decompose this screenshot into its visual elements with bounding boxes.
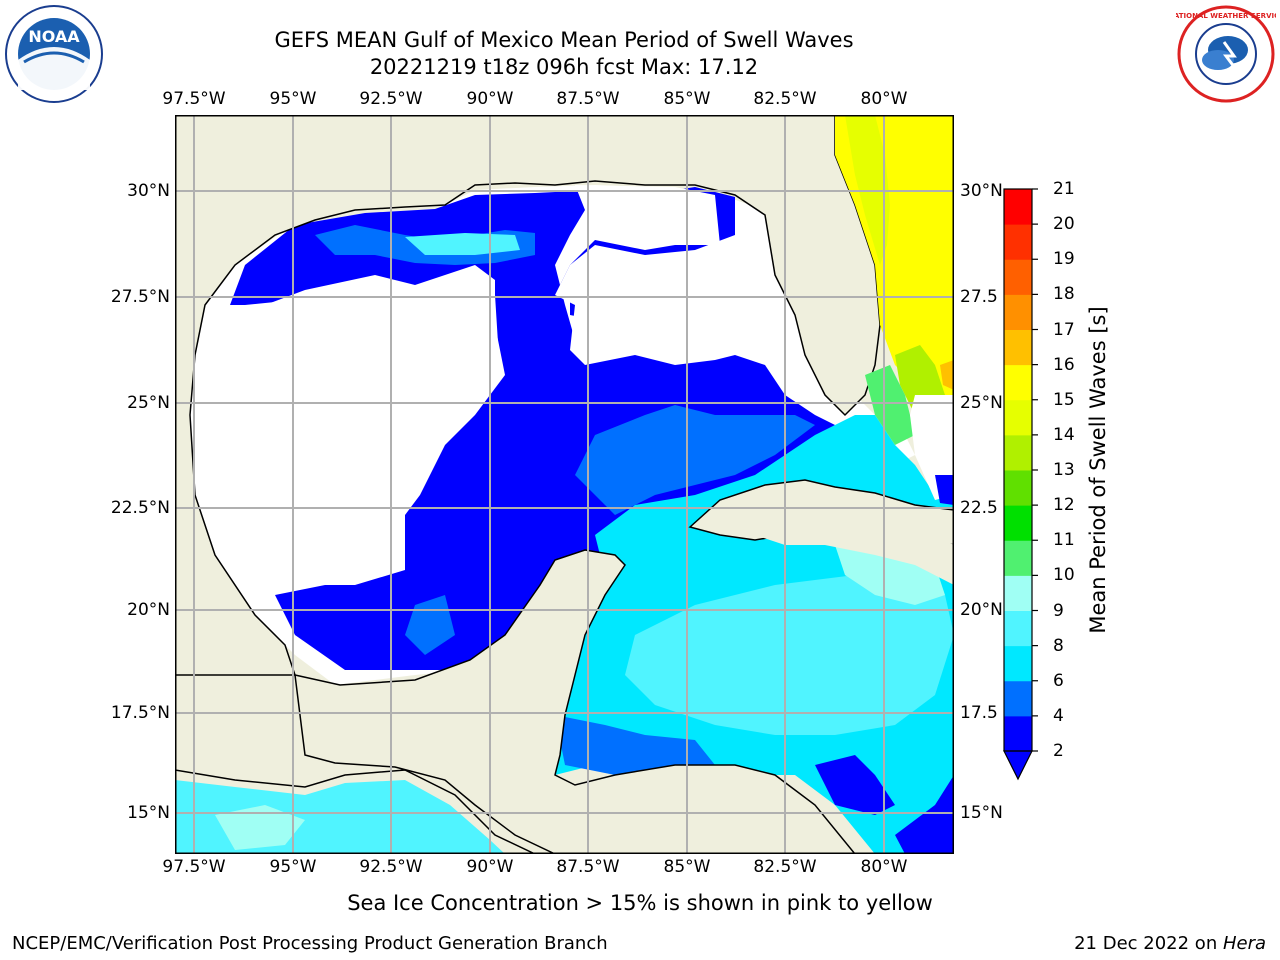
lat-label-left: 25°N bbox=[127, 393, 170, 413]
colorbar-tick-label: 13 bbox=[1053, 460, 1075, 480]
colorbar-tick-label: 6 bbox=[1053, 670, 1064, 691]
lat-label-left: 30°N bbox=[127, 181, 170, 201]
colorbar-bin bbox=[1004, 399, 1032, 436]
chart-title: GEFS MEAN Gulf of Mexico Mean Period of … bbox=[274, 28, 854, 52]
lon-label-top: 82.5°W bbox=[753, 89, 817, 109]
colorbar-bin bbox=[1004, 294, 1032, 330]
colorbar-tick-label: 9 bbox=[1053, 600, 1064, 621]
colorbar-bin bbox=[1004, 645, 1032, 682]
lat-label-right: 20°N bbox=[960, 600, 1003, 620]
lat-label-left: 22.5°N bbox=[110, 498, 170, 518]
colorbar-tick-label: 15 bbox=[1053, 389, 1075, 410]
lon-label-top: 80°W bbox=[860, 89, 908, 109]
colorbar-label: Mean Period of Swell Waves [s] bbox=[1086, 306, 1110, 634]
svg-text:NATIONAL WEATHER SERVICE: NATIONAL WEATHER SERVICE bbox=[1176, 12, 1276, 20]
lon-label-bottom: 82.5°W bbox=[753, 857, 817, 877]
lat-label-right: 25°N bbox=[960, 393, 1003, 413]
lat-label-right: 30°N bbox=[960, 181, 1003, 201]
colorbar-bin bbox=[1004, 680, 1032, 717]
sea-ice-note: Sea Ice Concentration > 15% is shown in … bbox=[347, 891, 933, 915]
colorbar-tick-label: 11 bbox=[1053, 530, 1075, 551]
colorbar-bin bbox=[1004, 329, 1032, 366]
colorbar-bin bbox=[1004, 364, 1032, 401]
colorbar-tick-label: 18 bbox=[1053, 284, 1075, 305]
footer-left: NCEP/EMC/Verification Post Processing Pr… bbox=[12, 933, 608, 954]
lon-label-top: 97.5°W bbox=[162, 89, 226, 109]
colorbar-bin bbox=[1004, 470, 1032, 506]
footer-right: 21 Dec 2022 on Hera bbox=[1074, 933, 1266, 954]
footer-host: Hera bbox=[1222, 933, 1266, 954]
chart-subtitle: 20221219 t18z 096h fcst Max: 17.12 bbox=[369, 55, 759, 79]
lon-label-top: 90°W bbox=[466, 89, 514, 109]
lon-label-bottom: 85°W bbox=[663, 857, 711, 877]
lon-label-top: 92.5°W bbox=[359, 89, 423, 109]
lon-label-bottom: 87.5°W bbox=[556, 857, 620, 877]
colorbar-extend-arrow bbox=[1003, 750, 1033, 781]
colorbar-bin bbox=[1004, 540, 1032, 576]
lon-label-bottom: 80°W bbox=[860, 857, 908, 877]
lat-label-left: 17.5°N bbox=[110, 703, 170, 723]
colorbar-bin bbox=[1004, 259, 1032, 295]
lon-label-bottom: 92.5°W bbox=[359, 857, 423, 877]
colorbar-tick-label: 4 bbox=[1053, 705, 1064, 726]
colorbar bbox=[1003, 188, 1038, 781]
colorbar-tick-label: 20 bbox=[1053, 214, 1075, 235]
footer-date: 21 Dec 2022 on bbox=[1074, 933, 1223, 954]
colorbar-tick-label: 10 bbox=[1053, 565, 1075, 586]
colorbar-tick-label: 2 bbox=[1053, 741, 1064, 761]
gulf-swell-2s bbox=[230, 187, 835, 670]
lat-label-left: 27.5°N bbox=[110, 287, 170, 307]
map-canvas bbox=[174, 114, 955, 855]
colorbar-tick-label: 14 bbox=[1053, 424, 1075, 445]
lat-label-left: 15°N bbox=[127, 803, 170, 823]
lon-label-bottom: 95°W bbox=[269, 857, 317, 877]
svg-text:NOAA: NOAA bbox=[28, 27, 80, 46]
lat-label-right: 22.5 bbox=[960, 498, 998, 518]
colorbar-tick-label: 12 bbox=[1053, 495, 1075, 516]
nws-logo: NATIONAL WEATHER SERVICE bbox=[1168, 4, 1280, 104]
lon-label-top: 85°W bbox=[663, 89, 711, 109]
lon-label-bottom: 90°W bbox=[466, 857, 514, 877]
colorbar-tick-label: 21 bbox=[1053, 179, 1075, 199]
lon-label-top: 87.5°W bbox=[556, 89, 620, 109]
colorbar-bin bbox=[1004, 610, 1032, 647]
colorbar-tick-label: 16 bbox=[1053, 354, 1075, 375]
colorbar-bin bbox=[1004, 224, 1032, 260]
colorbar-tick-label: 17 bbox=[1053, 319, 1075, 340]
colorbar-bin bbox=[1004, 434, 1032, 471]
lon-label-top: 95°W bbox=[269, 89, 317, 109]
colorbar-tick-label: 8 bbox=[1053, 635, 1064, 656]
lat-label-right: 17.5 bbox=[960, 703, 998, 723]
colorbar-bin bbox=[1004, 715, 1032, 752]
noaa-logo: NOAA bbox=[4, 4, 104, 104]
map-grid bbox=[175, 115, 954, 854]
colorbar-bin bbox=[1004, 189, 1032, 225]
lat-label-right: 27.5 bbox=[960, 287, 998, 307]
map-panel bbox=[174, 114, 955, 855]
colorbar-bin bbox=[1004, 575, 1032, 611]
colorbar-bin bbox=[1004, 505, 1032, 541]
colorbar-tick-label: 19 bbox=[1053, 249, 1075, 270]
lat-label-right: 15°N bbox=[960, 803, 1003, 823]
lon-label-bottom: 97.5°W bbox=[162, 857, 226, 877]
lat-label-left: 20°N bbox=[127, 600, 170, 620]
